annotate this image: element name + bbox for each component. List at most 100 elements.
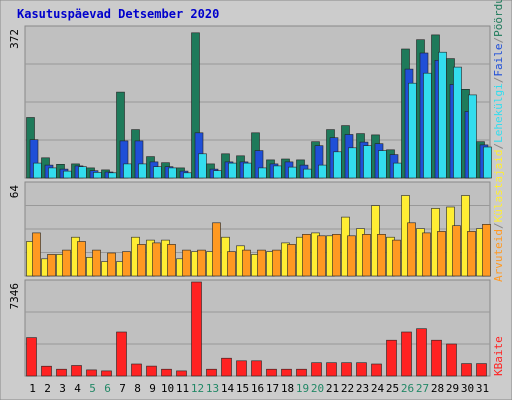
bar-arvuteid-day-16: [257, 249, 266, 277]
bar-arvuteid-day-31: [482, 224, 491, 277]
bar-lehekülgi-day-16: [258, 167, 267, 179]
bar-lehekülgi-day-11: [183, 172, 192, 179]
x-tick-label: 11: [176, 382, 189, 395]
bar-arvuteid-day-17: [272, 249, 281, 277]
bar-kbaite-day-21: [326, 362, 337, 377]
bar-lehekülgi-day-9: [153, 166, 162, 179]
bar-lehekülgi-day-6: [108, 172, 117, 179]
bar-kbaite-day-4: [71, 365, 82, 377]
bar-arvuteid-day-26: [407, 222, 416, 277]
bar-kbaite-day-23: [356, 362, 367, 377]
bar-kbaite-day-6: [101, 370, 112, 377]
bar-arvuteid-day-5: [92, 249, 101, 277]
x-tick-label: 12: [191, 382, 204, 395]
bar-lehekülgi-day-4: [78, 166, 87, 179]
bar-lehekülgi-day-1: [33, 162, 42, 179]
bar-kbaite-day-30: [461, 363, 472, 377]
legend-item: /: [492, 143, 505, 150]
legend-item: Faile: [492, 44, 505, 77]
x-tick-label: 10: [161, 382, 174, 395]
bar-lehekülgi-day-19: [303, 168, 312, 179]
x-tick-label: 8: [134, 382, 141, 395]
bar-lehekülgi-day-3: [63, 170, 72, 179]
bar-kbaite-day-8: [131, 363, 142, 377]
x-tick-label: 19: [296, 382, 309, 395]
x-tick-label: 30: [461, 382, 474, 395]
x-tick-label: 28: [431, 382, 444, 395]
legend-item: /: [492, 222, 505, 229]
x-tick-label: 16: [251, 382, 264, 395]
bar-lehekülgi-day-22: [348, 147, 357, 179]
bar-arvuteid-day-19: [302, 234, 311, 277]
panel-top: 372: [8, 25, 492, 179]
bar-kbaite-day-17: [266, 368, 277, 377]
bar-kbaite-day-16: [251, 360, 262, 377]
legend-item: Külastajaid: [492, 150, 505, 223]
plot-area-bottom: [24, 279, 491, 377]
legend-right: Arvuteid/Külastajaid/Lehekülgi/Faile/Pöö…: [492, 0, 505, 376]
x-tick-label: 6: [104, 382, 111, 395]
bar-arvuteid-day-25: [392, 239, 401, 277]
bar-kbaite-day-13: [206, 368, 217, 377]
x-tick-label: 20: [311, 382, 324, 395]
bar-lehekülgi-day-21: [333, 151, 342, 179]
bar-arvuteid-day-21: [332, 234, 341, 277]
bar-lehekülgi-day-8: [138, 163, 147, 179]
y-max-label-middle: 64: [8, 185, 21, 199]
bar-arvuteid-day-14: [227, 251, 236, 277]
x-tick-label: 1: [29, 382, 36, 395]
bar-arvuteid-day-9: [152, 242, 161, 277]
bar-lehekülgi-day-27: [423, 72, 432, 179]
bar-arvuteid-day-10: [167, 244, 176, 277]
x-tick-label: 15: [236, 382, 249, 395]
bar-arvuteid-day-22: [347, 235, 356, 277]
bar-kbaite-day-22: [341, 362, 352, 377]
bar-arvuteid-day-6: [107, 252, 116, 277]
bar-kbaite-day-24: [371, 363, 382, 377]
bar-lehekülgi-day-24: [378, 150, 387, 179]
legend-series-names: Arvuteid/Külastajaid/Lehekülgi/Faile/Pöö…: [492, 0, 505, 282]
legend-item: Pöördumisi: [492, 0, 505, 37]
bar-kbaite-day-31: [476, 363, 487, 377]
bar-arvuteid-day-24: [377, 234, 386, 277]
bar-arvuteid-day-28: [437, 231, 446, 277]
x-tick-label: 25: [386, 382, 399, 395]
x-axis-labels: 1 2 3 4 5 6 7 8 9 10 11 12 13 14 15 16 17 18 19 20 21 22 23 24 2…: [29, 382, 489, 395]
bar-kbaite-day-5: [86, 369, 97, 377]
bar-kbaite-day-10: [161, 368, 172, 377]
bar-kbaite-day-28: [431, 339, 442, 377]
x-tick-label: 5: [89, 382, 96, 395]
x-tick-label: 27: [416, 382, 429, 395]
bar-arvuteid-day-23: [362, 234, 371, 277]
legend-item: Lehekülgi: [492, 83, 505, 143]
legend-item: Arvuteid: [492, 229, 505, 282]
bar-kbaite-day-26: [401, 331, 412, 377]
bar-kbaite-day-18: [281, 368, 292, 377]
bar-arvuteid-day-20: [317, 235, 326, 277]
bar-arvuteid-day-30: [467, 231, 476, 277]
bar-lehekülgi-day-29: [453, 66, 462, 179]
x-tick-label: 17: [266, 382, 279, 395]
bar-kbaite-day-15: [236, 360, 247, 377]
bar-arvuteid-day-4: [77, 241, 86, 277]
bar-kbaite-day-27: [416, 328, 427, 377]
bar-lehekülgi-day-31: [483, 146, 492, 179]
x-tick-label: 7: [119, 382, 126, 395]
bar-lehekülgi-day-20: [318, 164, 327, 179]
chart-panels: 372 64 7346: [8, 25, 492, 377]
bar-arvuteid-day-8: [137, 244, 146, 277]
bar-lehekülgi-day-30: [468, 94, 477, 179]
x-tick-label: 4: [74, 382, 81, 395]
bar-kbaite-day-14: [221, 357, 232, 377]
x-tick-label: 2: [44, 382, 51, 395]
chart-title: Kasutuspäevad Detsember 2020: [17, 7, 219, 21]
bar-arvuteid-day-1: [32, 232, 41, 277]
bar-kbaite-day-20: [311, 362, 322, 377]
x-tick-label: 24: [371, 382, 385, 395]
bar-lehekülgi-day-18: [288, 166, 297, 179]
bar-kbaite-day-11: [176, 370, 187, 377]
bar-kbaite-day-2: [41, 365, 52, 377]
bar-kbaite-day-3: [56, 368, 67, 377]
